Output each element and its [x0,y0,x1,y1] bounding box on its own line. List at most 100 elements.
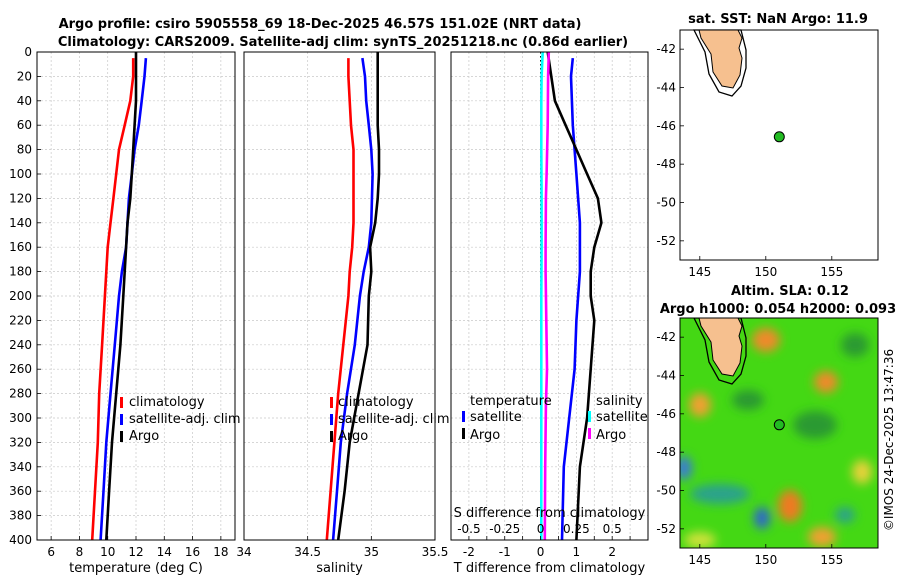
legend-label-t-satellite: satellite [470,410,522,425]
y-tick-label: 320 [9,435,32,449]
legend-label-s-argo: Argo [596,428,626,443]
sla-map: Altim. SLA: 0.12 Argo h1000: 0.054 h2000… [656,284,896,567]
figure-subtitle: Climatology: CARS2009. Satellite-adj cli… [58,35,628,50]
y-tick-label: 80 [17,143,32,157]
sst-float-marker [773,131,785,143]
sla-map-subtitle: Argo h1000: 0.054 h2000: 0.093 [660,302,896,317]
map-y-tick-label: -48 [656,445,676,459]
map-y-tick-label: -48 [656,157,676,171]
y-tick-label: 20 [17,69,32,83]
y-tick-label: 100 [9,167,32,181]
x-tick-label: -2 [463,545,475,559]
x-tick-label: 35.5 [422,545,449,559]
y-tick-label: 240 [9,338,32,352]
x-tick-label: 10 [100,545,115,559]
sla-anomaly [689,393,711,417]
series-line-climatology [90,58,135,541]
legend-swatch-s-satellite [588,411,591,422]
sla-anomaly [793,411,837,439]
y-tick-label: 300 [9,411,32,425]
sla-anomalies [680,328,872,548]
legend-swatch-climatology [120,397,123,408]
s-x-tick-label: -0.25 [489,522,520,536]
sst-map: sat. SST: NaN Argo: 11.9 145 150 155 -42 -44… [656,12,879,279]
s-x-tick-label: 0 [537,522,545,536]
series-line-argo [336,52,381,541]
map-x-tick-label: 150 [754,553,777,567]
series-line-s-argo [543,51,551,541]
sst-map-axes: 145 150 155 -42 -44 -46 -48 -50 -52 [656,42,843,279]
y-tick-label: 260 [9,362,32,376]
legend-swatch-argo [120,431,123,442]
legend-label-argo: Argo [129,429,159,444]
map-x-tick-label: 155 [820,553,843,567]
y-tick-label: 40 [17,94,32,108]
legend-swatch-satellite [330,414,333,425]
s-x-tick-label: 0.25 [563,522,590,536]
y-tick-label: 360 [9,484,32,498]
y-tick-label: 400 [9,533,32,547]
salinity-legend: climatology satellite-adj. clim Argo [330,395,450,444]
x-tick-label: 35 [364,545,379,559]
sla-anomaly [808,527,836,547]
sla-anomaly [684,532,716,548]
sla-anomaly [852,460,872,484]
x-tick-label: 16 [185,545,200,559]
sla-anomaly [835,507,855,523]
x-tick-label: 8 [76,545,84,559]
sst-coastline-outline [692,29,747,97]
sst-map-frame [679,29,879,261]
map-y-tick-label: -46 [656,407,676,421]
legend-label-climatology: climatology [338,395,414,410]
series-line-argo [105,52,138,541]
x-tick-label: 2 [608,545,616,559]
y-tick-label: 380 [9,509,32,523]
difference-panel: -2 -1 0 1 2 T difference from climatology -0.5… [450,51,649,576]
y-tick-label: 60 [17,118,32,132]
sla-map-frame [679,317,879,549]
legend-swatch-s-argo [588,428,591,439]
sla-map-title: Altim. SLA: 0.12 [731,284,849,299]
sla-anomaly [841,333,869,357]
sla-float-marker [773,419,785,431]
s-axis-label: S difference from climatology [454,506,646,521]
y-tick-label: 120 [9,191,32,205]
x-tick-label: 18 [213,545,228,559]
y-tick-label: 220 [9,313,32,327]
x-tick-label: 12 [128,545,143,559]
sla-coastline-outline [693,318,747,385]
series-line-t-satellite [560,57,582,541]
map-y-tick-label: -44 [656,81,676,95]
sst-tasmania-land [698,29,743,89]
sla-anomaly [752,328,780,352]
legend-swatch-satellite [120,414,123,425]
temperature-panel: 6 8 10 12 14 16 18 temperature (deg C) 0 20 40 60 80… [9,45,236,576]
y-tick-label: 280 [9,387,32,401]
legend-label-t-argo: Argo [470,428,500,443]
legend-label-climatology: climatology [129,395,205,410]
legend-swatch-t-satellite [462,411,465,422]
legend-label-satellite: satellite-adj. clim [129,412,241,427]
map-y-tick-label: -46 [656,119,676,133]
series-line-climatology [325,58,355,541]
map-y-tick-label: -42 [656,42,676,56]
series-line-s-satellite [539,51,544,540]
map-y-tick-label: -44 [656,369,676,383]
sla-anomaly [680,456,692,480]
sla-anomaly [690,484,750,504]
s-x-tick-label: 0.5 [603,522,622,536]
legend-title-temperature: temperature [470,394,552,409]
sla-anomaly [754,507,770,529]
x-tick-label: -1 [499,545,511,559]
figure-title: Argo profile: csiro 5905558_69 18-Dec-20… [59,17,582,32]
x-tick-label: 1 [573,545,581,559]
temperature-legend: climatology satellite-adj. clim Argo [120,395,241,444]
map-y-tick-label: -52 [656,234,676,248]
x-tick-label: 34 [236,545,251,559]
sla-tasmania-land [698,318,743,377]
map-x-tick-label: 150 [754,265,777,279]
sla-anomaly [814,371,838,393]
x-tick-label: 14 [157,545,172,559]
x-axis-label: temperature (deg C) [69,561,203,576]
